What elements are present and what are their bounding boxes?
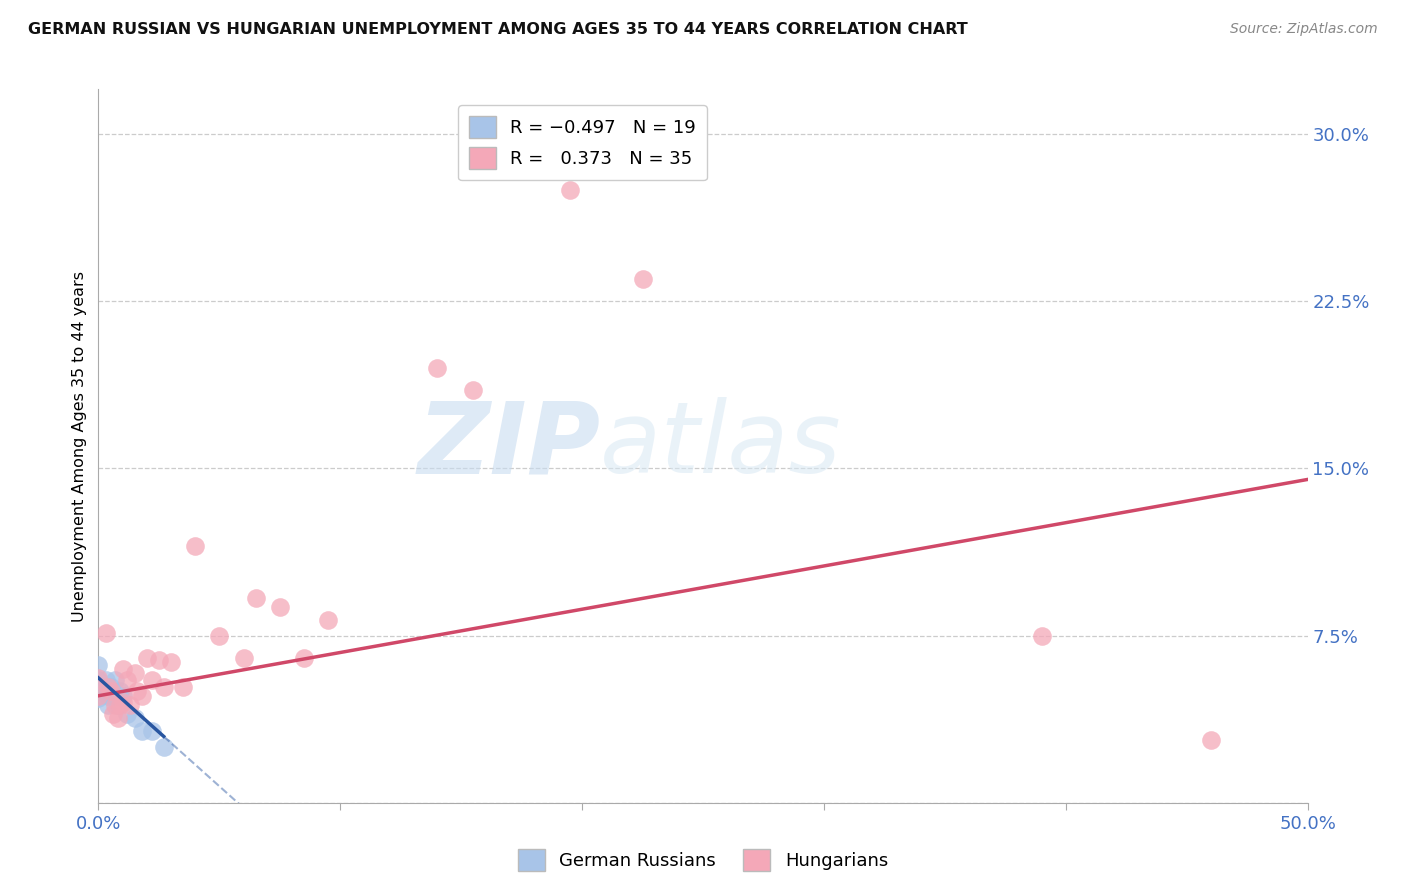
Text: Source: ZipAtlas.com: Source: ZipAtlas.com — [1230, 22, 1378, 37]
Point — [184, 539, 207, 553]
Point — [117, 673, 139, 687]
Point — [101, 689, 124, 703]
Point — [87, 657, 110, 672]
Point — [104, 689, 127, 703]
Point — [94, 684, 117, 698]
Point — [97, 698, 120, 712]
Text: atlas: atlas — [600, 398, 842, 494]
Point — [135, 651, 157, 665]
Point — [141, 673, 163, 687]
Point — [558, 182, 581, 196]
Point — [232, 651, 254, 665]
Point — [87, 673, 110, 687]
Point — [94, 626, 117, 640]
Point — [160, 655, 183, 669]
Point — [111, 696, 134, 710]
Point — [292, 651, 315, 665]
Point — [101, 706, 124, 721]
Point — [104, 673, 127, 687]
Point — [100, 680, 122, 694]
Point — [269, 599, 291, 614]
Point — [87, 689, 110, 703]
Point — [127, 684, 149, 698]
Point — [107, 698, 129, 712]
Point — [100, 684, 122, 698]
Point — [87, 684, 110, 698]
Point — [117, 706, 139, 721]
Point — [1031, 628, 1053, 642]
Point — [426, 360, 449, 375]
Point — [87, 671, 110, 685]
Point — [97, 680, 120, 694]
Point — [108, 684, 131, 698]
Point — [108, 698, 131, 712]
Point — [111, 662, 134, 676]
Text: GERMAN RUSSIAN VS HUNGARIAN UNEMPLOYMENT AMONG AGES 35 TO 44 YEARS CORRELATION C: GERMAN RUSSIAN VS HUNGARIAN UNEMPLOYMENT… — [28, 22, 967, 37]
Point — [152, 680, 174, 694]
Point — [631, 271, 654, 285]
Point — [245, 591, 267, 605]
Point — [131, 689, 153, 703]
Point — [152, 740, 174, 755]
Point — [316, 613, 339, 627]
Legend: German Russians, Hungarians: German Russians, Hungarians — [510, 842, 896, 879]
Point — [118, 698, 141, 712]
Point — [463, 384, 485, 398]
Point — [208, 628, 231, 642]
Point — [141, 724, 163, 739]
Point — [111, 689, 134, 703]
Point — [107, 711, 129, 725]
Point — [131, 724, 153, 739]
Point — [148, 653, 170, 667]
Point — [104, 698, 127, 712]
Point — [1199, 733, 1222, 747]
Point — [87, 690, 110, 705]
Y-axis label: Unemployment Among Ages 35 to 44 years: Unemployment Among Ages 35 to 44 years — [72, 270, 87, 622]
Point — [97, 689, 120, 703]
Point — [124, 711, 146, 725]
Point — [94, 673, 117, 687]
Point — [124, 666, 146, 681]
Legend: R = −0.497   N = 19, R =   0.373   N = 35: R = −0.497 N = 19, R = 0.373 N = 35 — [458, 105, 707, 180]
Point — [172, 680, 194, 694]
Text: ZIP: ZIP — [418, 398, 600, 494]
